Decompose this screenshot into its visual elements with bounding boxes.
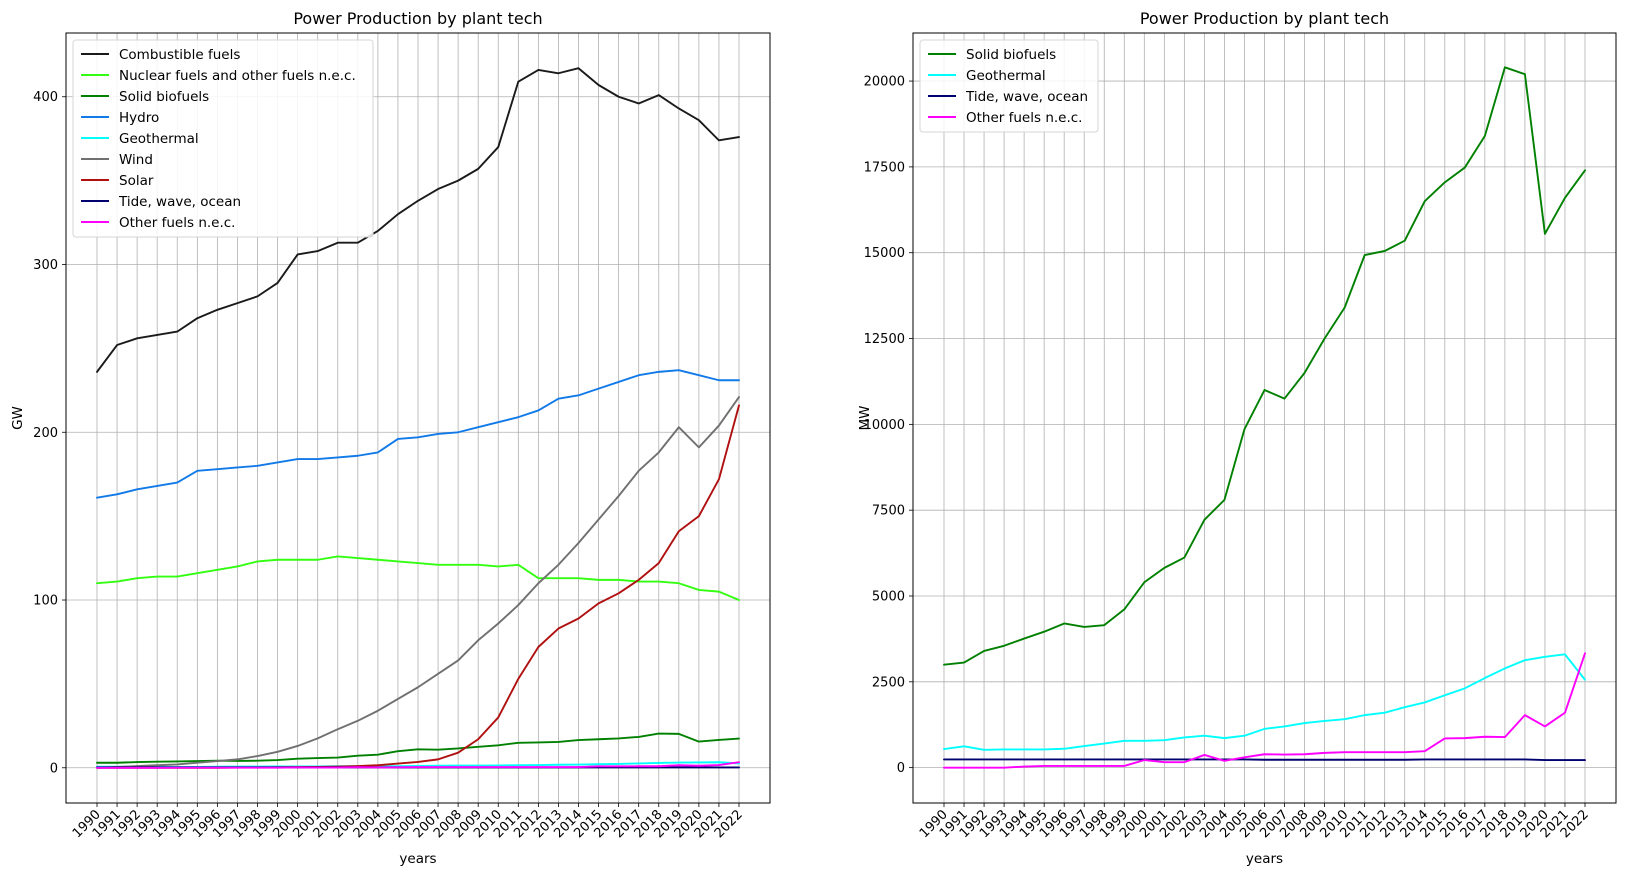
series-line-other-fuels-n-e-c bbox=[96, 761, 740, 769]
series-line-tide-wave-ocean bbox=[943, 758, 1586, 762]
x-axis-label: years bbox=[399, 851, 436, 867]
series-line-other-fuels-n-e-c bbox=[943, 652, 1586, 769]
legend: Combustible fuels Nuclear fuels and other… bbox=[72, 39, 374, 238]
y-tick-label: 2500 bbox=[872, 675, 905, 690]
legend-label: Solid biofuels bbox=[119, 89, 209, 105]
y-axis-label: MW bbox=[857, 406, 873, 431]
series-line-solid-biofuels bbox=[96, 732, 740, 764]
plot-frame bbox=[912, 32, 1617, 804]
series-line-solid-biofuels bbox=[943, 66, 1586, 666]
series-line-wind bbox=[96, 396, 740, 769]
series-line-nuclear-fuels-and-other-fuels-n-e-c bbox=[96, 555, 740, 601]
y-axis-label: GW bbox=[10, 406, 26, 430]
legend-label: Geothermal bbox=[119, 131, 199, 147]
y-tick-label: 7500 bbox=[872, 504, 905, 519]
legend-label: Nuclear fuels and other fuels n.e.c. bbox=[119, 68, 356, 84]
y-tick-label: 12500 bbox=[864, 332, 905, 347]
series-line-combustible-fuels bbox=[96, 67, 740, 373]
legend-label: Other fuels n.e.c. bbox=[966, 110, 1082, 126]
chart-title: Power Production by plant tech bbox=[1140, 9, 1389, 28]
y-tick-label: 0 bbox=[897, 761, 905, 776]
legend-label: Tide, wave, ocean bbox=[965, 89, 1088, 105]
chart-title: Power Production by plant tech bbox=[293, 9, 542, 28]
legend-label: Combustible fuels bbox=[119, 47, 240, 63]
series-line-geothermal bbox=[943, 653, 1586, 751]
legend-label: Other fuels n.e.c. bbox=[119, 215, 235, 231]
legend-label: Solid biofuels bbox=[966, 47, 1056, 63]
chart-1: 1990199119921993199419951996199719981999… bbox=[10, 9, 771, 867]
x-axis-label: years bbox=[1246, 851, 1283, 867]
y-tick-label: 100 bbox=[33, 594, 58, 609]
legend-label: Geothermal bbox=[966, 68, 1046, 84]
y-tick-label: 10000 bbox=[864, 418, 905, 433]
y-tick-label: 20000 bbox=[864, 75, 905, 90]
legend: Solid biofuels Geothermal Tide, wave, ocea… bbox=[919, 39, 1099, 133]
y-tick-label: 5000 bbox=[872, 589, 905, 604]
legend-label: Tide, wave, ocean bbox=[118, 194, 241, 210]
legend-label: Wind bbox=[119, 152, 153, 168]
y-tick-label: 0 bbox=[50, 761, 58, 776]
legend-label: Solar bbox=[119, 173, 154, 189]
y-tick-label: 15000 bbox=[864, 246, 905, 261]
legend-label: Hydro bbox=[119, 110, 159, 126]
legend-box bbox=[919, 39, 1099, 133]
chart-2: 1990199119921993199419951996199719981999… bbox=[857, 9, 1617, 867]
plot-frame bbox=[65, 32, 771, 804]
y-tick-label: 300 bbox=[33, 258, 58, 273]
y-tick-label: 17500 bbox=[864, 160, 905, 175]
legend-box bbox=[72, 39, 374, 238]
y-tick-label: 400 bbox=[33, 90, 58, 105]
y-tick-label: 200 bbox=[33, 426, 58, 441]
series-line-hydro bbox=[96, 369, 740, 499]
